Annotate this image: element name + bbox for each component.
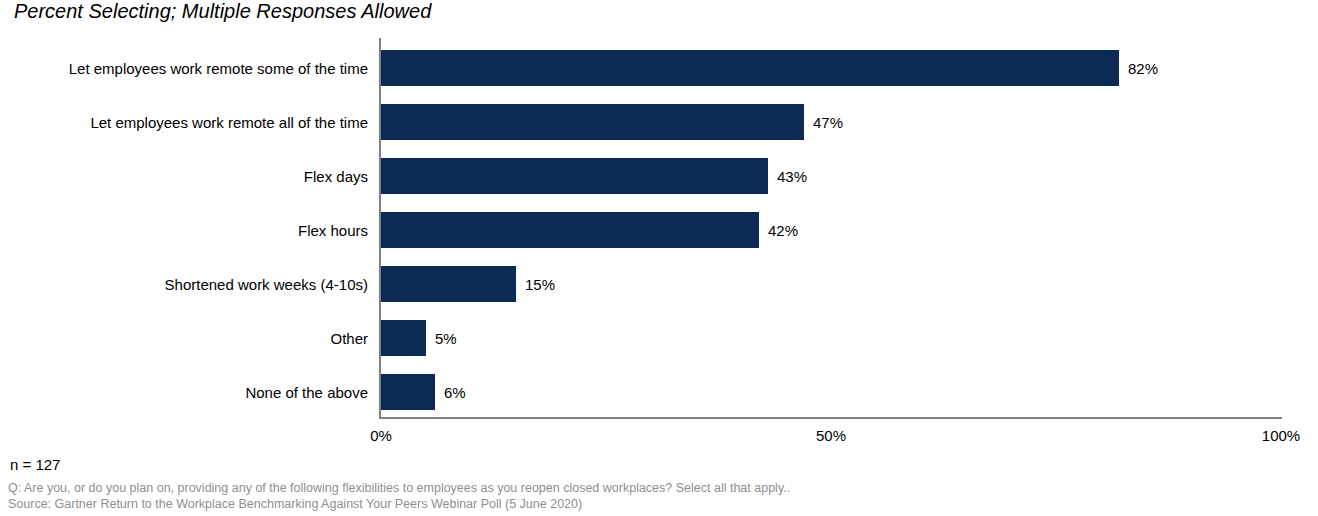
bar <box>381 158 768 194</box>
bar-row: Flex days 43% <box>0 149 1318 203</box>
bar <box>381 374 435 410</box>
x-tick-label: 100% <box>1262 427 1300 444</box>
value-label: 42% <box>768 222 798 239</box>
bar <box>381 320 426 356</box>
bar-row: Other 5% <box>0 311 1318 365</box>
value-label: 5% <box>435 330 457 347</box>
bar-track: 43% <box>381 158 1281 194</box>
category-label: Flex days <box>0 168 381 185</box>
category-label: None of the above <box>0 384 381 401</box>
bar-row: Shortened work weeks (4-10s) 15% <box>0 257 1318 311</box>
x-tick-label: 50% <box>816 427 846 444</box>
question-footnote: Q: Are you, or do you plan on, providing… <box>8 481 790 495</box>
bar-track: 47% <box>381 104 1281 140</box>
bar <box>381 50 1119 86</box>
bar-row: Flex hours 42% <box>0 203 1318 257</box>
bar <box>381 266 516 302</box>
bar-row: None of the above 6% <box>0 365 1318 419</box>
category-label: Shortened work weeks (4-10s) <box>0 276 381 293</box>
category-label: Other <box>0 330 381 347</box>
bar-track: 82% <box>381 50 1281 86</box>
bar-track: 6% <box>381 374 1281 410</box>
bar-track: 15% <box>381 266 1281 302</box>
chart-title: Percent Selecting; Multiple Responses Al… <box>14 0 431 23</box>
bar <box>381 104 804 140</box>
bar-row: Let employees work remote some of the ti… <box>0 41 1318 95</box>
x-tick-label: 0% <box>370 427 392 444</box>
x-axis-ticks: 0%50%100% <box>381 427 1281 447</box>
value-label: 43% <box>777 168 807 185</box>
sample-size-label: n = 127 <box>10 456 60 473</box>
value-label: 6% <box>444 384 466 401</box>
bar-chart: Percent Selecting; Multiple Responses Al… <box>0 0 1318 516</box>
value-label: 82% <box>1128 60 1158 77</box>
bar-row: Let employees work remote all of the tim… <box>0 95 1318 149</box>
bar-rows: Let employees work remote some of the ti… <box>0 41 1318 419</box>
category-label: Let employees work remote some of the ti… <box>0 60 381 77</box>
value-label: 47% <box>813 114 843 131</box>
source-footnote: Source: Gartner Return to the Workplace … <box>8 497 582 511</box>
category-label: Let employees work remote all of the tim… <box>0 114 381 131</box>
bar-track: 42% <box>381 212 1281 248</box>
category-label: Flex hours <box>0 222 381 239</box>
value-label: 15% <box>525 276 555 293</box>
bar <box>381 212 759 248</box>
bar-track: 5% <box>381 320 1281 356</box>
